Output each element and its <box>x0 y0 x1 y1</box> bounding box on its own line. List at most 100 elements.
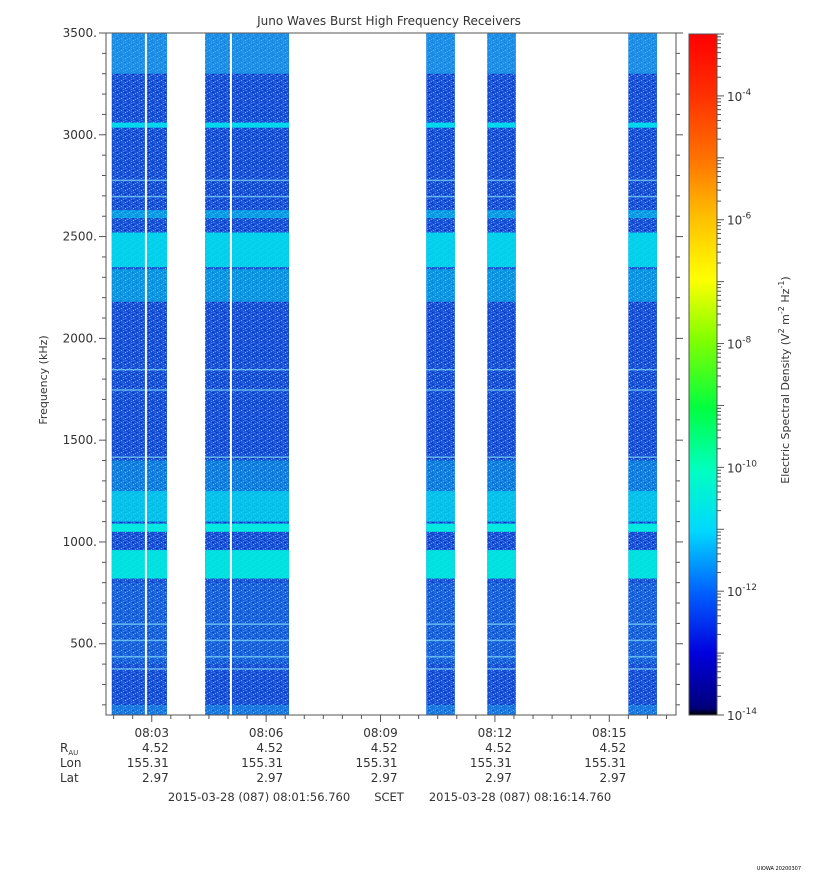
interference-line <box>205 623 290 625</box>
emission-band <box>426 269 455 302</box>
interference-line <box>426 368 455 371</box>
ephemeris-value: 155.31 <box>241 756 283 770</box>
emission-band <box>111 460 168 492</box>
colorbar-axis: 10-4 10-6 10-8 10-10 10-12 10-14 <box>717 33 757 723</box>
emission-band <box>426 491 455 522</box>
spectrogram-plot <box>111 33 657 715</box>
y-tick-label: 3000. <box>63 128 97 142</box>
interference-line <box>426 668 455 670</box>
data-gap-line <box>229 33 232 715</box>
interference-line <box>426 623 455 625</box>
ephemeris-value: 155.31 <box>127 756 169 770</box>
ephemeris-label: Lon <box>60 756 81 770</box>
interference-line <box>111 195 168 198</box>
data-interval-2 <box>426 33 455 715</box>
x-tick-label: 08:15 <box>592 726 627 740</box>
interference-line <box>628 195 657 198</box>
emission-band <box>426 232 455 268</box>
interference-line <box>205 655 290 658</box>
interference-line <box>487 195 516 198</box>
interference-line <box>111 639 168 642</box>
interference-line <box>205 389 290 391</box>
emission-band <box>205 704 290 715</box>
emission-band <box>487 704 516 715</box>
ephemeris-value: 155.31 <box>470 756 512 770</box>
emission-band <box>628 704 657 715</box>
x-tick-label: 08:06 <box>249 726 284 740</box>
data-gap-line <box>144 33 147 715</box>
colorbar-tick-label: 10-8 <box>727 336 752 352</box>
colorbar-tick-label: 10-10 <box>727 459 757 475</box>
emission-band <box>628 269 657 302</box>
x-tick-label: 08:03 <box>134 726 169 740</box>
spectrum-background <box>426 33 455 715</box>
interference-line <box>628 368 657 371</box>
y-axis: 500. 1000. 1500. 2000. 2500. 3000. 3500. <box>63 26 683 706</box>
emission-band <box>628 460 657 492</box>
time-start: 2015-03-28 (087) 08:01:56.760 <box>168 790 350 804</box>
emission-band <box>426 550 455 579</box>
emission-band <box>426 122 455 128</box>
spectrum-background <box>205 33 290 715</box>
emission-band <box>628 210 657 219</box>
interference-line <box>426 655 455 658</box>
ephemeris-value: 2.97 <box>600 771 627 785</box>
emission-band <box>111 33 168 74</box>
ephemeris-table: RAU 4.52 4.52 4.52 4.52 4.52 Lon 155.31 155.31 15… <box>60 741 626 785</box>
emission-band <box>111 232 168 268</box>
ephemeris-value: 2.97 <box>256 771 283 785</box>
interference-line <box>628 623 657 625</box>
interference-line <box>205 368 290 371</box>
ephemeris-value: 2.97 <box>142 771 169 785</box>
emission-band <box>426 210 455 219</box>
data-interval-1 <box>205 33 290 715</box>
x-axis: 08:03 08:06 08:09 08:12 08:15 <box>113 715 667 740</box>
emission-band <box>111 523 168 532</box>
interference-line <box>628 655 657 658</box>
emission-band <box>111 704 168 715</box>
emission-band <box>628 491 657 522</box>
emission-band <box>426 704 455 715</box>
y-tick-label: 1000. <box>63 535 97 549</box>
emission-band <box>487 460 516 492</box>
interference-line <box>205 639 290 642</box>
emission-band <box>111 491 168 522</box>
interference-line <box>628 389 657 391</box>
interference-line <box>205 179 290 182</box>
emission-band <box>628 550 657 579</box>
interference-line <box>487 456 516 458</box>
colorbar-label: Electric Spectral Density (V2 m-2 Hz-1) <box>777 276 792 483</box>
y-tick-label: 500. <box>70 637 97 651</box>
emission-band <box>487 550 516 579</box>
interference-line <box>205 456 290 458</box>
emission-band <box>487 232 516 268</box>
emission-band <box>628 122 657 128</box>
emission-band <box>426 33 455 74</box>
colorbar-tick-label: 10-14 <box>727 707 757 723</box>
emission-band <box>628 232 657 268</box>
ephemeris-label-sub: AU <box>68 749 78 757</box>
interference-line <box>111 179 168 182</box>
emission-band <box>628 33 657 74</box>
interference-line <box>487 668 516 670</box>
emission-band <box>487 210 516 219</box>
chart-title: Juno Waves Burst High Frequency Receiver… <box>256 14 521 28</box>
data-interval-0 <box>111 33 168 715</box>
interference-line <box>205 668 290 670</box>
colorbar-tick-label: 10-4 <box>727 88 752 104</box>
interference-line <box>487 179 516 182</box>
colorbar <box>688 33 718 716</box>
x-tick-label: 08:09 <box>363 726 398 740</box>
ephemeris-label: RAU <box>60 741 78 757</box>
emission-band <box>111 269 168 302</box>
emission-band <box>111 122 168 128</box>
time-end: 2015-03-28 (087) 08:16:14.760 <box>429 790 611 804</box>
interference-line <box>487 623 516 625</box>
y-axis-label: Frequency (kHz) <box>37 335 50 424</box>
interference-line <box>628 639 657 642</box>
y-tick-label: 2500. <box>63 230 97 244</box>
interference-line <box>111 655 168 658</box>
emission-band <box>205 491 290 522</box>
ephemeris-value: 4.52 <box>371 741 398 755</box>
